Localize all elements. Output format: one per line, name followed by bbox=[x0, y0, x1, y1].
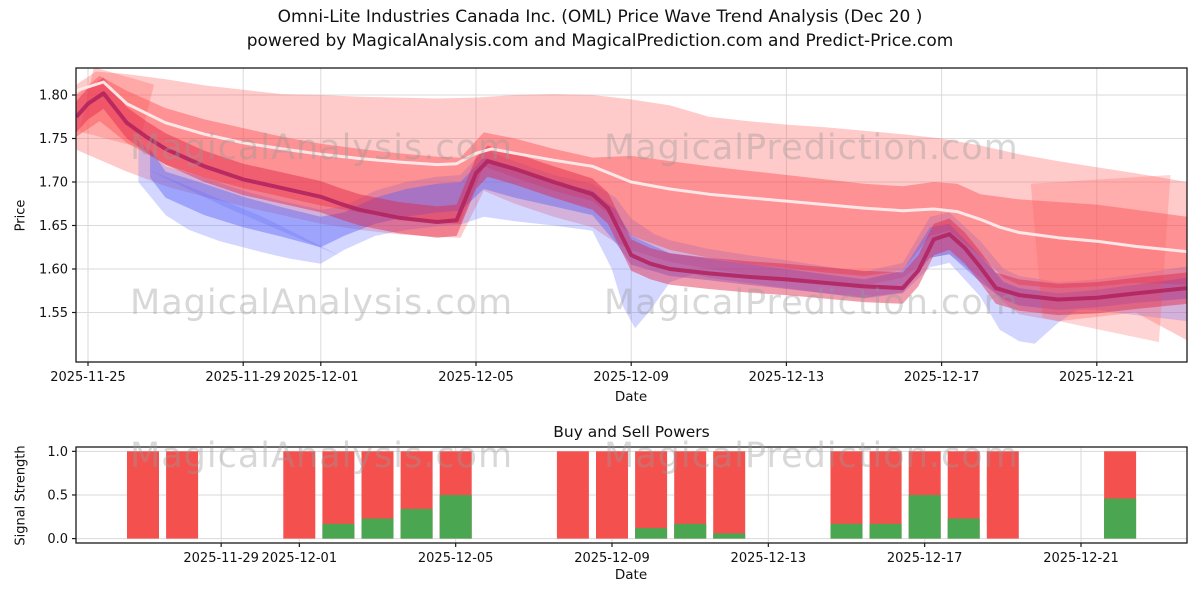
y-tick-label: 1.80 bbox=[39, 89, 68, 104]
x-tick-label: 2025-12-21 bbox=[1043, 551, 1119, 566]
x-tick-label: 2025-11-29 bbox=[205, 370, 281, 385]
x-tick-label: 2025-12-21 bbox=[1059, 370, 1135, 385]
x-tick-label: 2025-11-29 bbox=[183, 551, 259, 566]
y-tick-label: 1.60 bbox=[39, 263, 68, 278]
price-y-axis-label: Price bbox=[13, 199, 29, 232]
y-tick-label: 0.0 bbox=[47, 532, 68, 547]
x-tick-label: 2025-11-25 bbox=[50, 370, 126, 385]
y-tick-label: 1.55 bbox=[39, 306, 68, 321]
price-wave-bands bbox=[76, 68, 1187, 344]
buy-bar bbox=[400, 508, 433, 539]
red-tilted-patch-right bbox=[1030, 175, 1171, 343]
signal-x-axis-label: Date bbox=[614, 567, 648, 583]
y-tick-label: 1.65 bbox=[39, 219, 68, 234]
x-tick-label: 2025-12-05 bbox=[438, 370, 514, 385]
blue-outer-band bbox=[138, 140, 1187, 344]
sell-bar bbox=[635, 451, 668, 539]
buy-bar bbox=[830, 523, 863, 539]
buy-bar bbox=[635, 528, 668, 539]
sell-bar bbox=[166, 451, 199, 539]
sell-bar bbox=[127, 451, 159, 539]
buy-bar bbox=[1104, 498, 1137, 539]
signal-grid bbox=[76, 447, 1187, 543]
blue-mid-band bbox=[150, 148, 1187, 310]
buy-bar bbox=[947, 518, 980, 539]
buy-bar bbox=[674, 523, 707, 539]
buy-bar bbox=[908, 495, 941, 539]
sell-bar bbox=[713, 451, 746, 539]
y-tick-label: 0.5 bbox=[47, 488, 68, 503]
page-subtitle: powered by MagicalAnalysis.com and Magic… bbox=[246, 31, 954, 51]
signal-y-axis-label: Signal Strength bbox=[13, 445, 29, 546]
center-light-line bbox=[76, 80, 1187, 254]
buy-bar bbox=[869, 523, 902, 539]
x-tick-label: 2025-12-13 bbox=[731, 551, 807, 566]
y-tick-label: 1.70 bbox=[39, 176, 68, 191]
x-tick-label: 2025-12-05 bbox=[418, 551, 494, 566]
x-tick-label: 2025-12-01 bbox=[262, 551, 338, 566]
main-trend-line bbox=[76, 91, 1187, 302]
price-x-axis-label: Date bbox=[614, 389, 648, 405]
page-title: Omni-Lite Industries Canada Inc. (OML) P… bbox=[277, 7, 923, 27]
blue-tilted-patch-left bbox=[146, 168, 341, 256]
x-tick-label: 2025-12-13 bbox=[749, 370, 825, 385]
red-outer-band bbox=[76, 71, 1187, 341]
y-tick-label: 1.75 bbox=[39, 132, 68, 147]
x-tick-label: 2025-12-01 bbox=[283, 370, 359, 385]
x-tick-label: 2025-12-17 bbox=[887, 551, 963, 566]
x-tick-label: 2025-12-09 bbox=[574, 551, 650, 566]
signal-bars bbox=[127, 451, 1137, 539]
x-tick-label: 2025-12-17 bbox=[904, 370, 980, 385]
signal-chart-title: Buy and Sell Powers bbox=[553, 423, 710, 441]
tick-labels: 2025-11-25 2025-11-29 2025-12-01 2025-12-05… bbox=[39, 89, 1135, 567]
sell-bar bbox=[986, 451, 1019, 539]
sell-bar bbox=[596, 451, 628, 539]
buy-bar bbox=[713, 533, 746, 539]
buy-bar bbox=[361, 518, 394, 539]
buy-bar bbox=[439, 495, 472, 539]
x-tick-label: 2025-12-09 bbox=[593, 370, 669, 385]
y-tick-label: 1.0 bbox=[47, 445, 68, 460]
main-trend-halo bbox=[76, 77, 1187, 316]
sell-bar bbox=[283, 451, 316, 539]
buy-bar bbox=[322, 523, 355, 539]
price-grid bbox=[76, 68, 1187, 362]
sell-bar bbox=[556, 451, 589, 539]
